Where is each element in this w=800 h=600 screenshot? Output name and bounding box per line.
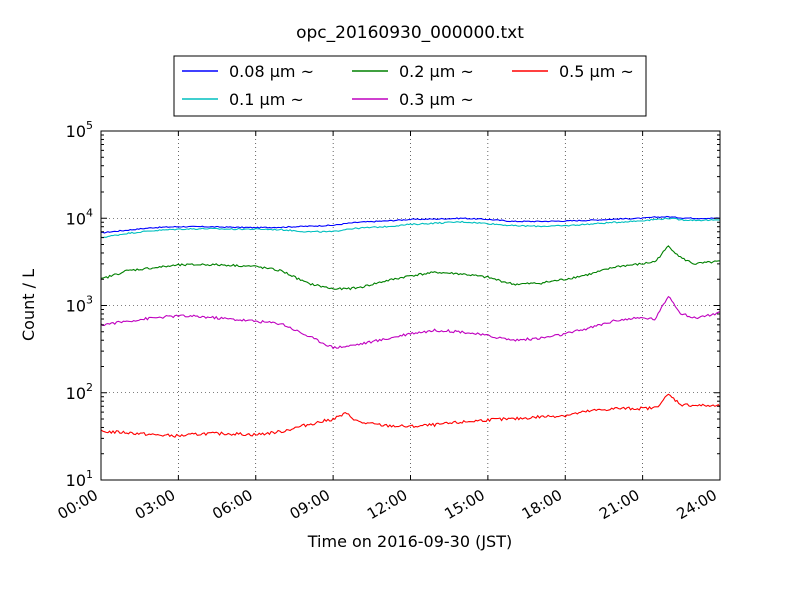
x-tick-label: 15:00 bbox=[441, 486, 487, 523]
legend-label: 0.1 µm ~ bbox=[229, 90, 304, 109]
legend-box bbox=[173, 55, 647, 117]
series-line bbox=[100, 295, 721, 350]
series-line bbox=[100, 217, 721, 239]
series-line bbox=[100, 215, 721, 234]
x-tick-label: 06:00 bbox=[209, 486, 255, 523]
x-tick-label: 21:00 bbox=[596, 486, 642, 523]
series-line bbox=[100, 393, 721, 438]
x-tick-label: 09:00 bbox=[287, 486, 333, 523]
x-tick-labels: 00:00 03:00 06:00 09:00 12:00 15:00 18:00 21:00… bbox=[55, 486, 720, 523]
legend-label: 0.08 µm ~ bbox=[229, 62, 314, 81]
x-tick-label: 18:00 bbox=[519, 486, 565, 523]
y-tick-label: 104 bbox=[66, 206, 93, 228]
y-axis-label: Count / L bbox=[19, 269, 38, 341]
y-tick-label: 103 bbox=[66, 294, 93, 316]
series-layer bbox=[100, 215, 721, 438]
x-tick-label: 12:00 bbox=[364, 486, 410, 523]
x-tick-label: 00:00 bbox=[55, 486, 101, 523]
legend-label: 0.2 µm ~ bbox=[399, 62, 474, 81]
chart-title: opc_20160930_000000.txt bbox=[296, 23, 524, 43]
x-axis-label: Time on 2016-09-30 (JST) bbox=[307, 532, 512, 551]
series-line bbox=[100, 245, 721, 291]
legend: 0.08 µm ~ 0.1 µm ~ 0.2 µm ~ 0.3 µm ~ 0.5 µm … bbox=[182, 62, 634, 109]
x-tick-label: 03:00 bbox=[132, 486, 178, 523]
x-tick-label: 24:00 bbox=[674, 486, 720, 523]
grid bbox=[101, 131, 720, 480]
ticks bbox=[100, 130, 721, 481]
y-tick-label: 105 bbox=[66, 119, 93, 141]
legend-label: 0.5 µm ~ bbox=[559, 62, 634, 81]
y-tick-label: 102 bbox=[66, 381, 93, 403]
legend-label: 0.3 µm ~ bbox=[399, 90, 474, 109]
